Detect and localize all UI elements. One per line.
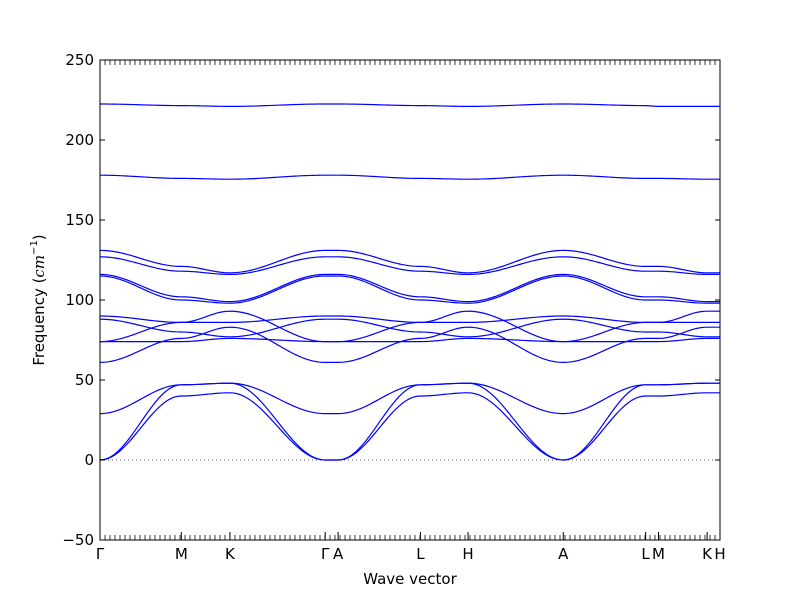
x-tick-label: L (416, 545, 425, 563)
y-axis-label-text: Frequency ( (30, 278, 48, 366)
x-axis-label: Wave vector (363, 570, 457, 588)
x-tick-label: M (652, 545, 665, 563)
band-line-12 (99, 249, 720, 274)
band-line-11 (99, 256, 720, 276)
y-tick-label: −50 (62, 531, 94, 549)
x-tick-label: Γ (96, 545, 105, 563)
band-line-1 (99, 392, 720, 461)
y-tick-label: 200 (65, 131, 94, 149)
y-axis-label-unit: cm (30, 255, 48, 278)
x-tick-label: L (641, 545, 650, 563)
x-tick-label: H (462, 545, 473, 563)
x-tick-label: M (175, 545, 188, 563)
x-tick-label: K (702, 545, 713, 563)
x-tick-label: K (225, 545, 236, 563)
band-line-13 (99, 174, 720, 180)
band-line-10 (99, 273, 720, 303)
y-axis-label-exponent: −1 (29, 240, 40, 255)
y-ticks: −50 0 50 100 150 200 250 (62, 51, 720, 549)
band-line-9 (99, 275, 720, 304)
plot-area (99, 103, 720, 461)
y-tick-label: 50 (75, 371, 94, 389)
band-line-7 (99, 318, 720, 338)
band-lines (99, 103, 720, 461)
x-tick-label: Γ (321, 545, 330, 563)
y-tick-label: 100 (65, 291, 94, 309)
y-tick-label: 150 (65, 211, 94, 229)
x-tick-label: A (333, 545, 344, 563)
band-line-2 (99, 382, 720, 461)
band-line-6 (100, 337, 720, 343)
x-tick-label: A (558, 545, 569, 563)
band-line-8 (99, 315, 720, 323)
y-tick-label: 250 (65, 51, 94, 69)
y-axis-label-close: ) (30, 234, 48, 240)
y-axis-label: Frequency (cm−1) (29, 234, 48, 365)
band-line-3 (99, 382, 720, 415)
band-line-14 (99, 103, 720, 108)
y-tick-label: 0 (84, 451, 94, 469)
x-tick-label: H (714, 545, 725, 563)
